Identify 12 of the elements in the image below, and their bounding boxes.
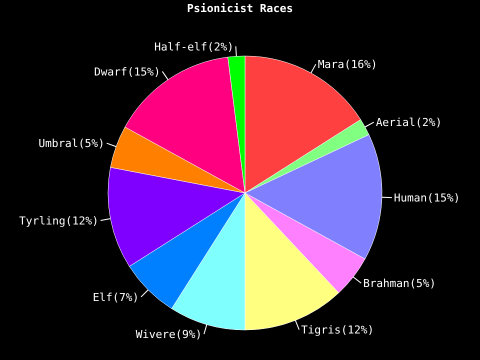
slice-label: Aerial(2%) — [376, 116, 442, 130]
slice-label: Tyrling(12%) — [19, 214, 99, 228]
slice-label: Tigris(12%) — [301, 324, 374, 337]
slice-label: Mara(16%) — [318, 58, 378, 72]
slice-label: Half-elf(2%) — [154, 40, 234, 54]
slice-label: Elf(7%) — [92, 290, 140, 304]
slice-label: Dwarf(15%) — [94, 65, 160, 78]
slice-label: Umbral(5%) — [38, 137, 105, 150]
chart-title: Psionicist Races — [187, 2, 293, 15]
slice-label: Wivere(9%) — [136, 328, 202, 342]
slice-label: Human(15%) — [394, 192, 460, 205]
slice-label: Brahman(5%) — [363, 277, 436, 290]
